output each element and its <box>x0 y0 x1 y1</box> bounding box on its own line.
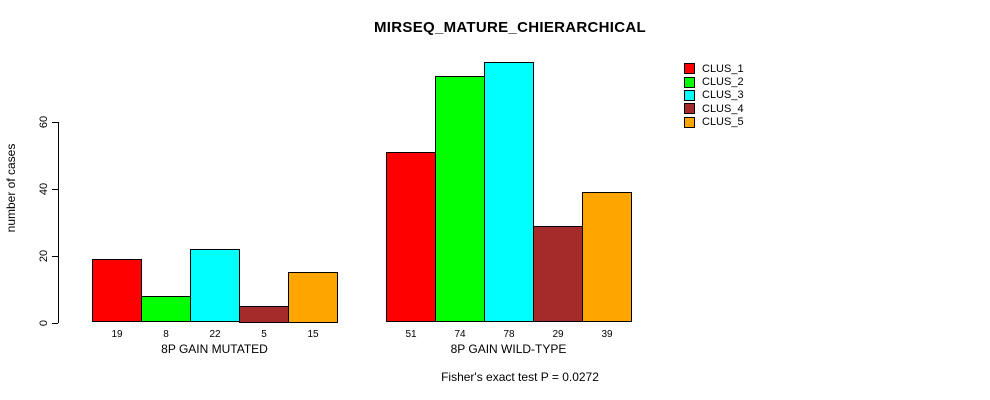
legend-label: CLUS_5 <box>702 116 744 129</box>
bar-value-label: 19 <box>111 329 123 340</box>
y-axis-tick-label: 40 <box>38 182 50 196</box>
legend-label: CLUS_4 <box>702 102 744 115</box>
y-axis-tick-label: 0 <box>38 319 50 326</box>
x-category-label: 8P GAIN MUTATED <box>161 342 268 356</box>
legend-item-clus_2: CLUS_2 <box>684 75 744 88</box>
legend: CLUS_1 CLUS_2 CLUS_3 CLUS_4 CLUS_5 <box>684 62 744 129</box>
bar-clus_1-2 <box>386 152 436 323</box>
bar-clus_1-1 <box>92 259 142 323</box>
legend-item-clus_4: CLUS_4 <box>684 102 744 115</box>
y-axis-tick <box>52 322 58 324</box>
bar-value-label: 78 <box>503 329 515 340</box>
bar-value-label: 5 <box>261 329 267 340</box>
legend-swatch-clus_1 <box>684 63 695 75</box>
annotation-text: Fisher's exact test P = 0.0272 <box>441 370 599 384</box>
legend-item-clus_5: CLUS_5 <box>684 116 744 129</box>
legend-item-clus_1: CLUS_1 <box>684 62 744 75</box>
y-axis-label: number of cases <box>4 143 18 233</box>
bar-clus_4-1 <box>239 305 289 323</box>
legend-swatch-clus_4 <box>684 103 695 115</box>
y-axis-tick <box>52 122 58 124</box>
chart-title: MIRSEQ_MATURE_CHIERARCHICAL <box>374 19 646 36</box>
bar-clus_3-2 <box>484 62 534 323</box>
bar-value-label: 22 <box>209 329 221 340</box>
y-axis-tick-label: 20 <box>38 249 50 262</box>
y-axis-tick-label: 60 <box>38 116 50 129</box>
bar-clus_3-1 <box>190 249 240 323</box>
bar-clus_5-1 <box>288 272 338 323</box>
bar-clus_4-2 <box>533 225 583 323</box>
legend-item-clus_3: CLUS_3 <box>684 89 744 102</box>
legend-label: CLUS_3 <box>702 89 744 102</box>
y-axis-line <box>58 122 59 323</box>
bar-clus_2-1 <box>141 295 191 323</box>
bar-value-label: 39 <box>601 329 613 340</box>
bar-value-label: 15 <box>307 329 319 340</box>
bar-value-label: 29 <box>552 329 564 340</box>
bar-value-label: 8 <box>163 329 169 340</box>
legend-label: CLUS_1 <box>702 62 744 75</box>
x-category-label: 8P GAIN WILD-TYPE <box>450 342 567 356</box>
bar-value-label: 51 <box>405 329 417 340</box>
y-axis-tick <box>52 189 58 190</box>
legend-swatch-clus_2 <box>684 76 695 88</box>
bar-value-label: 74 <box>454 329 466 340</box>
bar-clus_2-2 <box>435 75 485 323</box>
bar-clus_5-2 <box>582 192 632 323</box>
legend-label: CLUS_2 <box>702 76 744 89</box>
legend-swatch-clus_5 <box>684 116 695 128</box>
y-axis-tick <box>52 255 58 257</box>
legend-swatch-clus_3 <box>684 89 695 101</box>
